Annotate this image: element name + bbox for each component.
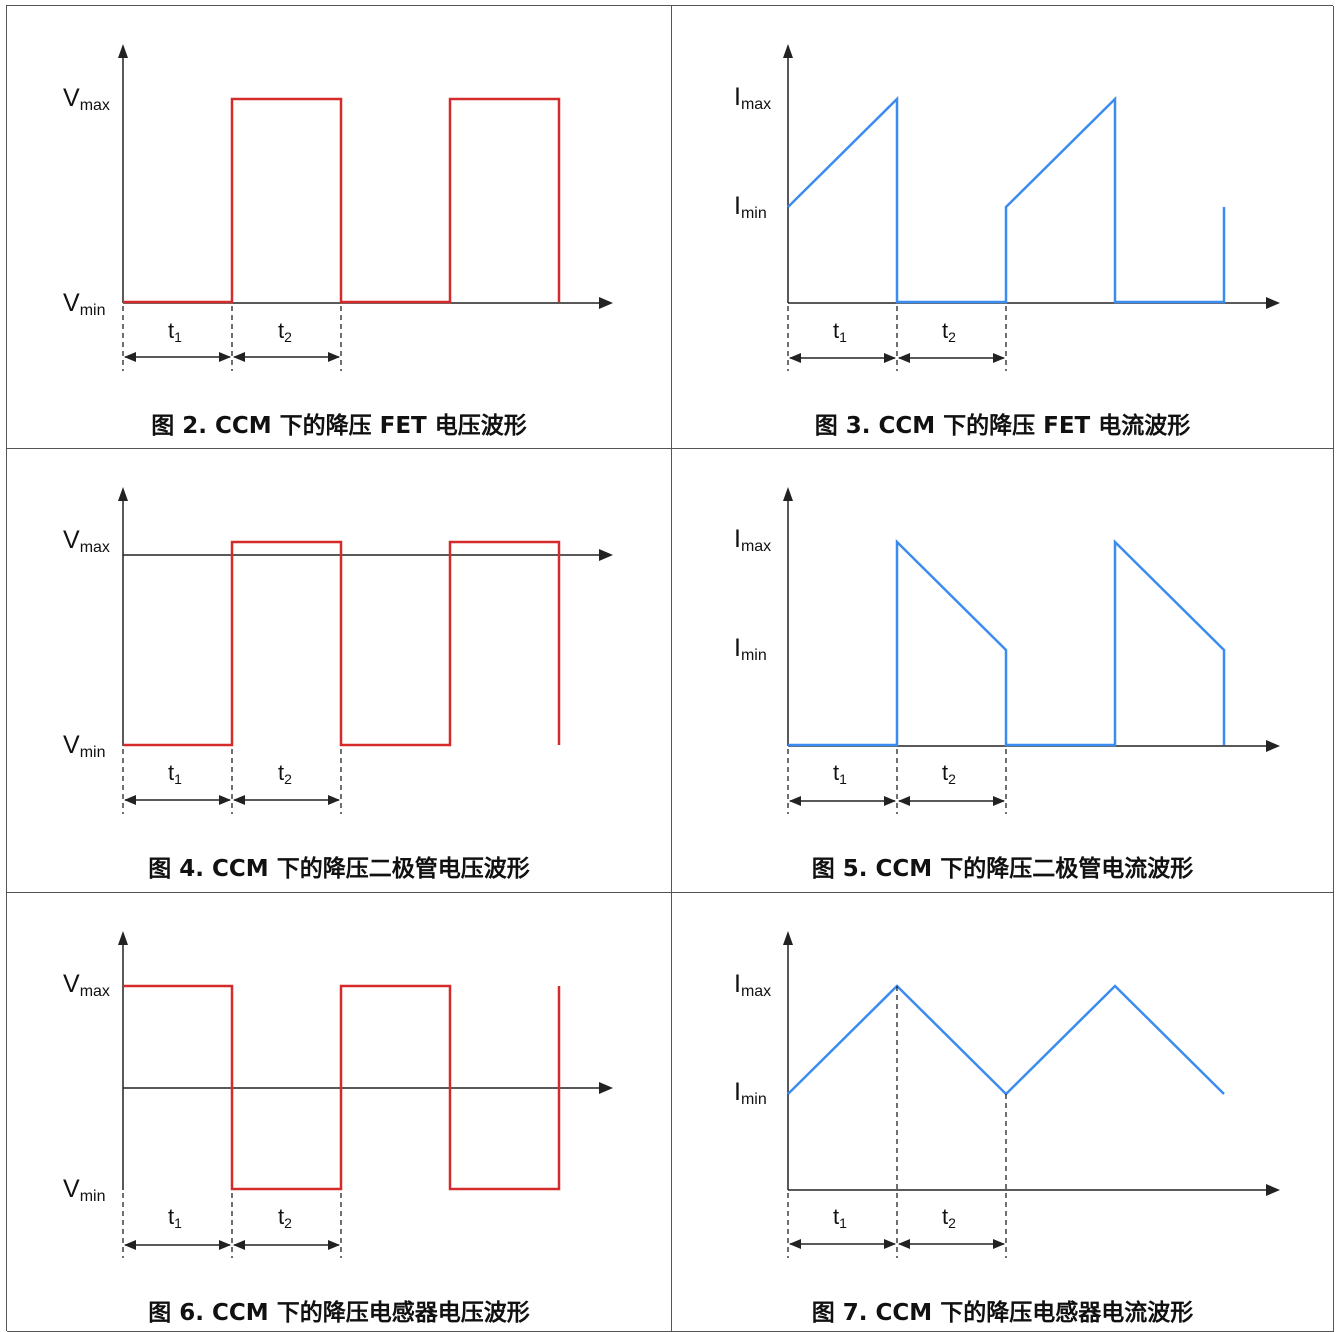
svg-text:t2: t2	[278, 318, 292, 345]
t1-label: t	[833, 1204, 839, 1229]
i-max-label: I	[734, 970, 741, 998]
v-min-label: V	[63, 1175, 80, 1203]
svg-text:t2: t2	[942, 318, 956, 345]
svg-text:Imin: Imin	[734, 634, 767, 664]
svg-text:Vmin: Vmin	[63, 289, 105, 319]
figure-4-panel: Vmax Vmin t1 t2 图 4. CCM 下的降压二极管电压波形	[7, 449, 672, 893]
v-min-label: V	[63, 731, 80, 759]
inductor-voltage-waveform	[123, 984, 561, 1191]
svg-text:Imax: Imax	[734, 970, 771, 1000]
figure-2-diagram: Vmax Vmin t1 t2	[63, 44, 613, 371]
svg-text:Vmax: Vmax	[63, 970, 110, 1000]
svg-text:Imin: Imin	[734, 192, 767, 222]
svg-text:t1: t1	[168, 1204, 182, 1231]
svg-text:t1: t1	[168, 760, 182, 787]
v-max-label: V	[63, 970, 80, 998]
t2-label: t	[278, 760, 284, 785]
svg-text:t2: t2	[942, 1204, 956, 1231]
figure-grid: Vmax Vmin t1 t2 图 2. CCM 下的降压 FET 电压波形	[6, 5, 1334, 1332]
figure-7-caption: 图 7. CCM 下的降压电感器电流波形	[811, 1300, 1194, 1326]
figure-6-caption: 图 6. CCM 下的降压电感器电压波形	[148, 1300, 530, 1326]
t2-label: t	[942, 760, 948, 785]
svg-text:t1: t1	[168, 318, 182, 345]
svg-text:Vmax: Vmax	[63, 526, 110, 556]
figure-6-diagram: Vmax Vmin t1 t2	[63, 931, 613, 1258]
svg-text:t1: t1	[833, 318, 847, 345]
v-min-label: V	[63, 289, 80, 317]
figure-5-diagram: Imax Imin t1 t2	[734, 487, 1280, 814]
svg-text:Imax: Imax	[734, 83, 771, 113]
fet-current-waveform	[787, 96, 1226, 304]
figure-4-caption: 图 4. CCM 下的降压二极管电压波形	[148, 856, 530, 882]
t2-label: t	[942, 1204, 948, 1229]
svg-text:Imin: Imin	[734, 1078, 767, 1108]
v-max-label: V	[63, 84, 80, 112]
figure-4-diagram: Vmax Vmin t1 t2	[63, 487, 613, 814]
t2-label: t	[278, 1204, 284, 1229]
t1-label: t	[833, 318, 839, 343]
figure-3-panel: Imax Imin t1 t2 图 3. CCM 下的降压 FET 电流波形	[672, 6, 1334, 449]
figure-5-caption: 图 5. CCM 下的降压二极管电流波形	[811, 856, 1194, 882]
t2-label: t	[278, 318, 284, 343]
svg-text:t2: t2	[278, 1204, 292, 1231]
figure-6-panel: Vmax Vmin t1 t2 图 6. CCM 下的降压电感器电压波形	[7, 893, 672, 1332]
i-min-label: I	[734, 192, 741, 220]
svg-text:Imax: Imax	[734, 525, 771, 555]
figure-7-diagram: Imax Imin t1 t2	[734, 931, 1280, 1258]
t1-label: t	[168, 318, 174, 343]
i-min-label: I	[734, 1078, 741, 1106]
figure-3-diagram: Imax Imin t1 t2	[734, 44, 1280, 371]
i-max-label: I	[734, 525, 741, 553]
v-max-label: V	[63, 526, 80, 554]
i-min-label: I	[734, 634, 741, 662]
t1-label: t	[168, 1204, 174, 1229]
svg-text:t2: t2	[278, 760, 292, 787]
svg-text:Vmin: Vmin	[63, 731, 105, 761]
svg-text:t1: t1	[833, 760, 847, 787]
t2-label: t	[942, 318, 948, 343]
svg-text:t1: t1	[833, 1204, 847, 1231]
t1-label: t	[833, 760, 839, 785]
diode-voltage-waveform	[123, 540, 561, 747]
diode-current-waveform	[788, 539, 1226, 747]
svg-text:t2: t2	[942, 760, 956, 787]
figure-2-panel: Vmax Vmin t1 t2 图 2. CCM 下的降压 FET 电压波形	[7, 6, 672, 449]
i-max-label: I	[734, 83, 741, 111]
fet-voltage-waveform	[123, 97, 561, 304]
t1-label: t	[168, 760, 174, 785]
figure-2-caption: 图 2. CCM 下的降压 FET 电压波形	[151, 413, 527, 439]
figure-7-panel: Imax Imin t1 t2 图 7. CCM 下的降压电感器电流波形	[672, 893, 1334, 1332]
figure-3-caption: 图 3. CCM 下的降压 FET 电流波形	[814, 413, 1191, 439]
svg-text:Vmax: Vmax	[63, 84, 110, 114]
inductor-current-waveform	[787, 984, 1225, 1096]
svg-text:Vmin: Vmin	[63, 1175, 105, 1205]
figure-5-panel: Imax Imin t1 t2 图 5. CCM 下的降压二极管电流波形	[672, 449, 1334, 893]
